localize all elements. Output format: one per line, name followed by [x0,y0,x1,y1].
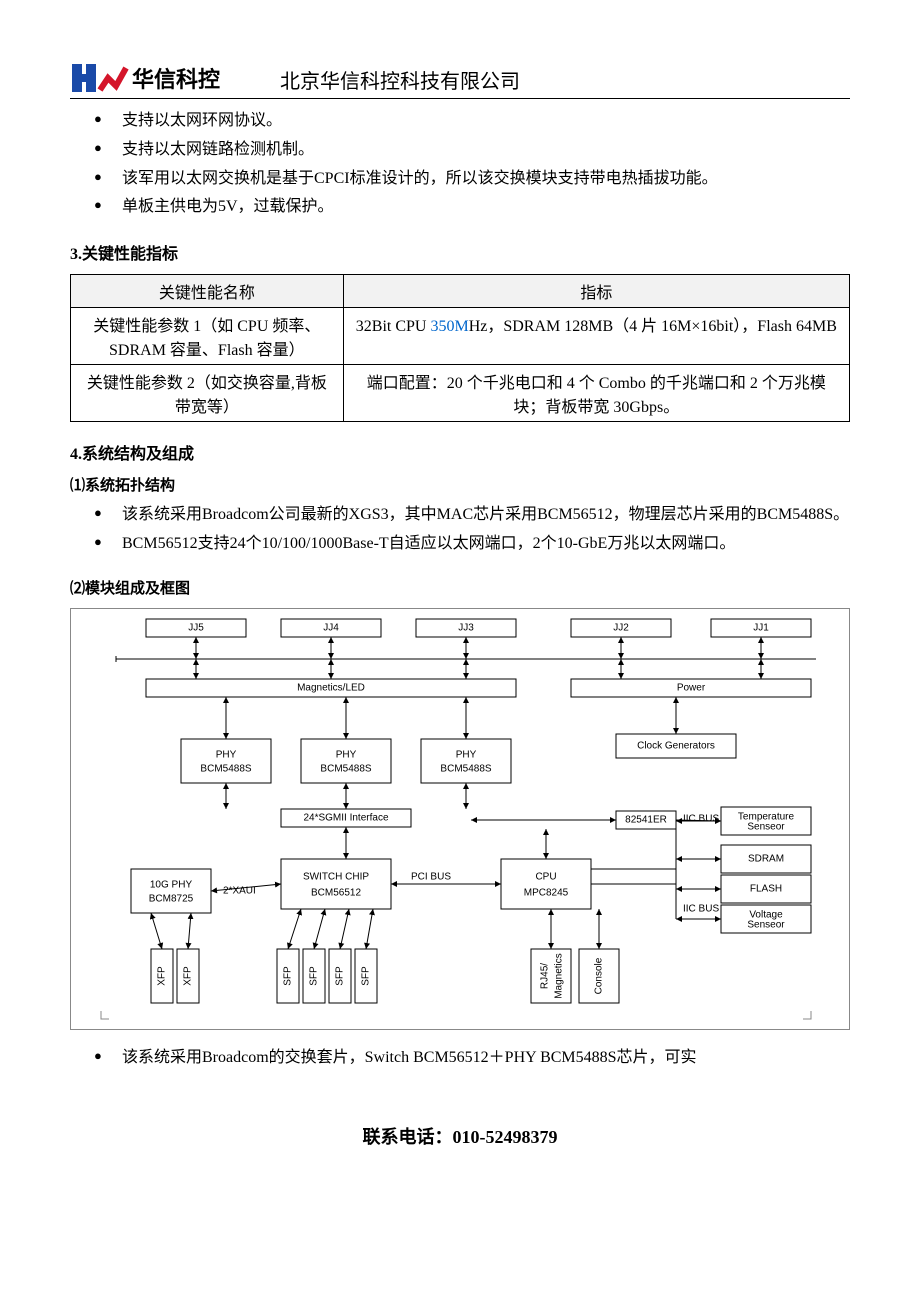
svg-text:IIC BUS: IIC BUS [683,903,719,914]
spec-table: 关键性能名称 指标 关键性能参数 1（如 CPU 频率、SDRAM 容量、Fla… [70,274,850,422]
svg-text:JJ4: JJ4 [323,622,339,633]
list-item: BCM56512支持24个10/100/1000Base-T自适应以太网端口，2… [94,530,850,559]
svg-text:Clock Generators: Clock Generators [637,740,715,751]
list-item: 支持以太网环网协议。 [94,107,850,136]
svg-text:BCM5488S: BCM5488S [200,763,251,774]
svg-text:SFP: SFP [361,966,372,986]
table-row: 关键性能参数 1（如 CPU 频率、SDRAM 容量、Flash 容量）32Bi… [71,308,850,365]
svg-text:2*XAUI: 2*XAUI [223,885,256,896]
svg-text:Power: Power [677,682,706,693]
svg-text:Magnetics: Magnetics [554,953,565,999]
list-item: 该系统采用Broadcom公司最新的XGS3，其中MAC芯片采用BCM56512… [94,501,850,530]
svg-text:SFP: SFP [283,966,294,986]
svg-text:Senseor: Senseor [747,821,785,832]
svg-text:MPC8245: MPC8245 [524,887,569,898]
svg-text:JJ2: JJ2 [613,622,629,633]
footer-contact: 联系电话：010-52498379 [70,1123,850,1149]
svg-text:10G PHY: 10G PHY [150,879,193,890]
svg-text:SFP: SFP [335,966,346,986]
svg-text:SDRAM: SDRAM [748,853,784,864]
company-name: 北京华信科控科技有限公司 [280,65,520,96]
svg-text:RJ45/: RJ45/ [540,962,551,988]
list-item: 该军用以太网交换机是基于CPCI标准设计的，所以该交换模块支持带电热插拔功能。 [94,165,850,194]
svg-text:24*SGMII Interface: 24*SGMII Interface [303,812,388,823]
sub1-title: ⑴系统拓扑结构 [70,474,850,495]
svg-text:JJ5: JJ5 [188,622,204,633]
svg-text:XFP: XFP [183,966,194,986]
svg-text:XFP: XFP [157,966,168,986]
svg-text:SWITCH CHIP: SWITCH CHIP [303,871,369,882]
svg-text:BCM8725: BCM8725 [149,893,194,904]
spec-header-name: 关键性能名称 [71,275,344,308]
svg-text:PHY: PHY [456,749,477,760]
feature-bullet-list: 支持以太网环网协议。支持以太网链路检测机制。该军用以太网交换机是基于CPCI标准… [94,107,850,222]
cpu-freq-link[interactable]: 350M [430,318,468,335]
svg-text:82541ER: 82541ER [625,814,667,825]
tail-bullet-list: 该系统采用Broadcom的交换套片，Switch BCM56512＋PHY B… [94,1044,850,1073]
section4-title: 4.系统结构及组成 [70,440,850,464]
section3-title: 3.关键性能指标 [70,240,850,264]
sub2-title: ⑵模块组成及框图 [70,577,850,598]
page-header: 华信科控 北京华信科控科技有限公司 [70,60,850,99]
spec-value-cell: 32Bit CPU 350MHz，SDRAM 128MB（4 片 16M×16b… [343,308,849,365]
svg-text:FLASH: FLASH [750,883,782,894]
topology-bullet-list: 该系统采用Broadcom公司最新的XGS3，其中MAC芯片采用BCM56512… [94,501,850,559]
logo-brand-text: 华信科控 [132,62,220,94]
spec-name-cell: 关键性能参数 1（如 CPU 频率、SDRAM 容量、Flash 容量） [71,308,344,365]
svg-text:Console: Console [594,957,605,994]
svg-text:BCM56512: BCM56512 [311,887,361,898]
svg-text:BCM5488S: BCM5488S [320,763,371,774]
svg-text:Senseor: Senseor [747,919,785,930]
svg-text:PCI BUS: PCI BUS [411,871,451,882]
spec-name-cell: 关键性能参数 2（如交换容量,背板带宽等） [71,365,344,422]
spec-value-cell: 端口配置：20 个千兆电口和 4 个 Combo 的千兆端口和 2 个万兆模块；… [343,365,849,422]
svg-text:CPU: CPU [535,871,556,882]
svg-text:BCM5488S: BCM5488S [440,763,491,774]
svg-text:Magnetics/LED: Magnetics/LED [297,682,365,693]
list-item: 支持以太网链路检测机制。 [94,136,850,165]
spec-header-value: 指标 [343,275,849,308]
block-diagram: JJ5 JJ4 JJ3 JJ2 JJ1 Magnetics/LED Power PHY BCM5… [70,608,850,1030]
svg-text:SFP: SFP [309,966,320,986]
logo: 华信科控 [70,60,220,96]
logo-mark-icon [70,60,130,96]
svg-text:PHY: PHY [216,749,237,760]
list-item: 该系统采用Broadcom的交换套片，Switch BCM56512＋PHY B… [94,1044,850,1073]
svg-text:PHY: PHY [336,749,357,760]
svg-text:IIC BUS: IIC BUS [683,813,719,824]
svg-text:JJ1: JJ1 [753,622,769,633]
list-item: 单板主供电为5V，过载保护。 [94,193,850,222]
table-row: 关键性能参数 2（如交换容量,背板带宽等）端口配置：20 个千兆电口和 4 个 … [71,365,850,422]
svg-text:JJ3: JJ3 [458,622,474,633]
